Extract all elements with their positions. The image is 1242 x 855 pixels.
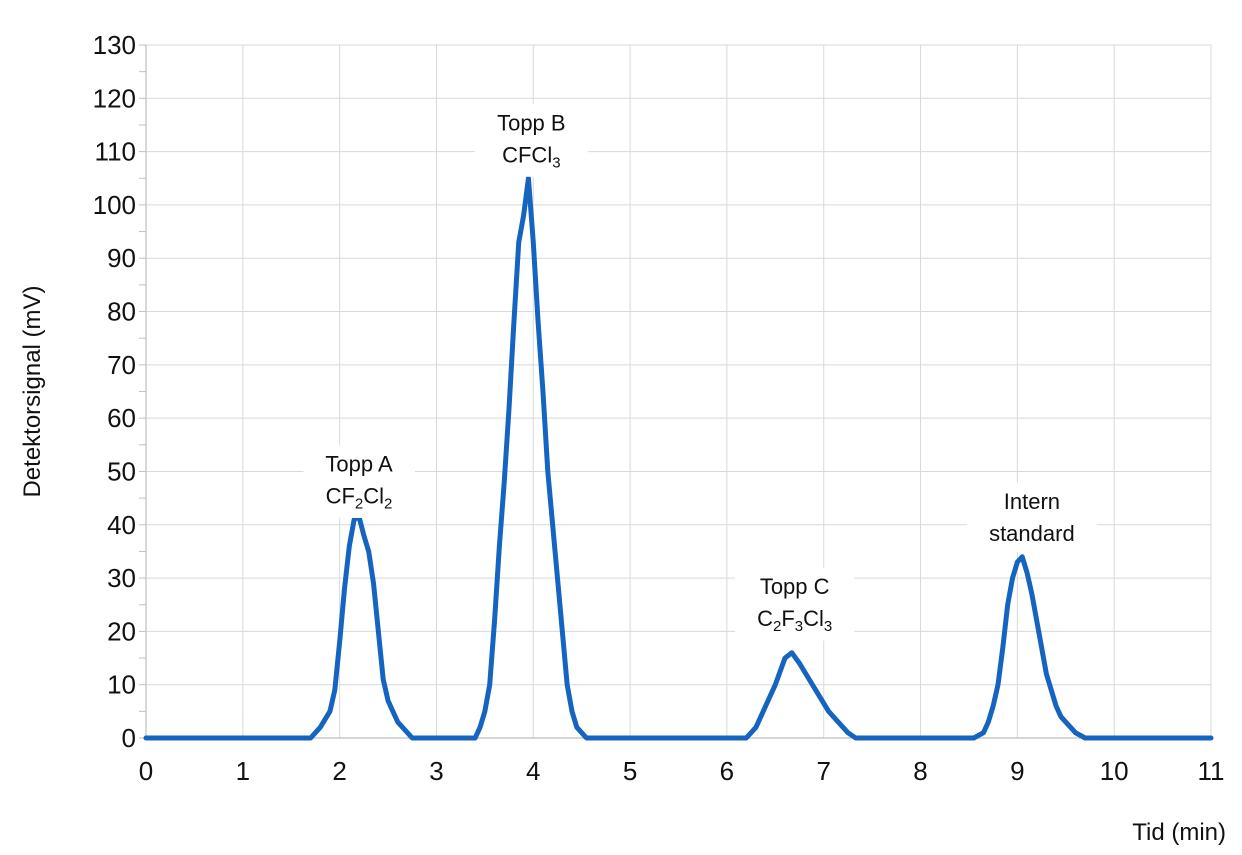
series-layer [143, 175, 1214, 741]
peak-label-line: Topp A [325, 451, 393, 476]
peak-label-background [967, 482, 1097, 552]
peak-label: Topp B CFCl3 [475, 104, 588, 177]
series-line [143, 175, 1214, 741]
peak-label: Topp A CF2Cl2 [303, 445, 415, 518]
x-tick-label: 8 [913, 756, 927, 786]
y-tick-label: 40 [107, 510, 136, 540]
peak-label: Topp C C2F3Cl3 [735, 568, 855, 641]
y-tick-label: 50 [107, 456, 136, 486]
peak-label-background [303, 445, 415, 518]
peak-label-background [735, 568, 855, 641]
axes [139, 44, 1211, 739]
x-tick-label: 11 [1198, 756, 1225, 786]
tick-labels: 0 1 2 3 4 5 6 7 8 9 10 1101020304050607080901001101… [93, 30, 1225, 786]
x-tick-label: 9 [1010, 756, 1024, 786]
x-tick-label: 4 [526, 756, 540, 786]
y-tick-label: 60 [107, 403, 136, 433]
peak-label-line: Topp B [497, 110, 566, 135]
y-tick-label: 10 [107, 670, 136, 700]
x-tick-label: 6 [720, 756, 734, 786]
x-tick-label: 7 [816, 756, 830, 786]
y-tick-label: 130 [93, 30, 136, 60]
y-tick-label: 0 [122, 723, 136, 753]
x-tick-label: 2 [332, 756, 346, 786]
x-tick-label: 5 [623, 756, 637, 786]
peak-label-line: Topp C [760, 574, 830, 599]
peak-labels: Topp A CF2Cl2 Topp B CFCl3 Topp C C2F3Cl3 Inte… [303, 104, 1097, 641]
peak-label-line: standard [989, 521, 1075, 546]
y-tick-label: 120 [93, 83, 136, 113]
peak-label-line: CF2Cl2 [326, 483, 393, 512]
y-tick-label: 100 [93, 190, 136, 220]
y-tick-label: 20 [107, 616, 136, 646]
y-tick-label: 80 [107, 297, 136, 327]
grid-lines [146, 44, 1212, 738]
y-tick-label: 70 [107, 350, 136, 380]
peak-label-line: C2F3Cl3 [757, 606, 832, 635]
y-tick-label: 110 [95, 137, 136, 167]
x-tick-label: 0 [139, 756, 153, 786]
y-axis-title: Detektorsignal (mV) [19, 285, 46, 497]
y-tick-label: 30 [107, 563, 136, 593]
x-axis-title: Tid (min) [1132, 819, 1226, 846]
peak-label-line: CFCl3 [502, 142, 560, 171]
peak-label-background [475, 104, 588, 177]
peak-label: Intern standard [967, 482, 1097, 552]
x-tick-label: 10 [1100, 756, 1129, 786]
x-tick-label: 3 [429, 756, 443, 786]
x-tick-label: 1 [236, 756, 250, 786]
peak-label-line: Intern [1004, 489, 1060, 514]
y-tick-label: 90 [107, 243, 136, 273]
